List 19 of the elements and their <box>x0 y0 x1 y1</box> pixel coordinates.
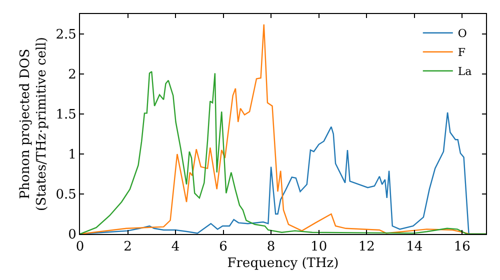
legend-label: La <box>458 65 472 78</box>
x-tick-label: 4 <box>171 240 180 255</box>
legend-label: F <box>458 46 466 60</box>
y-tick-label: 0.5 <box>56 188 76 203</box>
x-tick-label: 8 <box>266 240 276 255</box>
x-tick-label: 2 <box>124 240 132 255</box>
legend-label: O <box>458 27 467 40</box>
y-tick-label: 2.5 <box>56 28 76 43</box>
y-tick-label: 1.5 <box>56 108 76 123</box>
y-axis-title: Phonon projected DOS (States/THz·primitive cell) <box>18 36 50 212</box>
y-tick-label: 1 <box>68 148 76 163</box>
x-tick-label: 16 <box>454 240 470 255</box>
x-tick-label: 14 <box>406 240 423 255</box>
y-tick-label: 0 <box>68 228 76 243</box>
x-axis-title: Frequency (THz) <box>227 256 339 272</box>
x-tick-label: 12 <box>358 240 375 255</box>
y-tick-label: 2 <box>68 68 76 83</box>
x-tick-label: 10 <box>310 240 328 255</box>
x-tick-label: 6 <box>219 240 228 255</box>
